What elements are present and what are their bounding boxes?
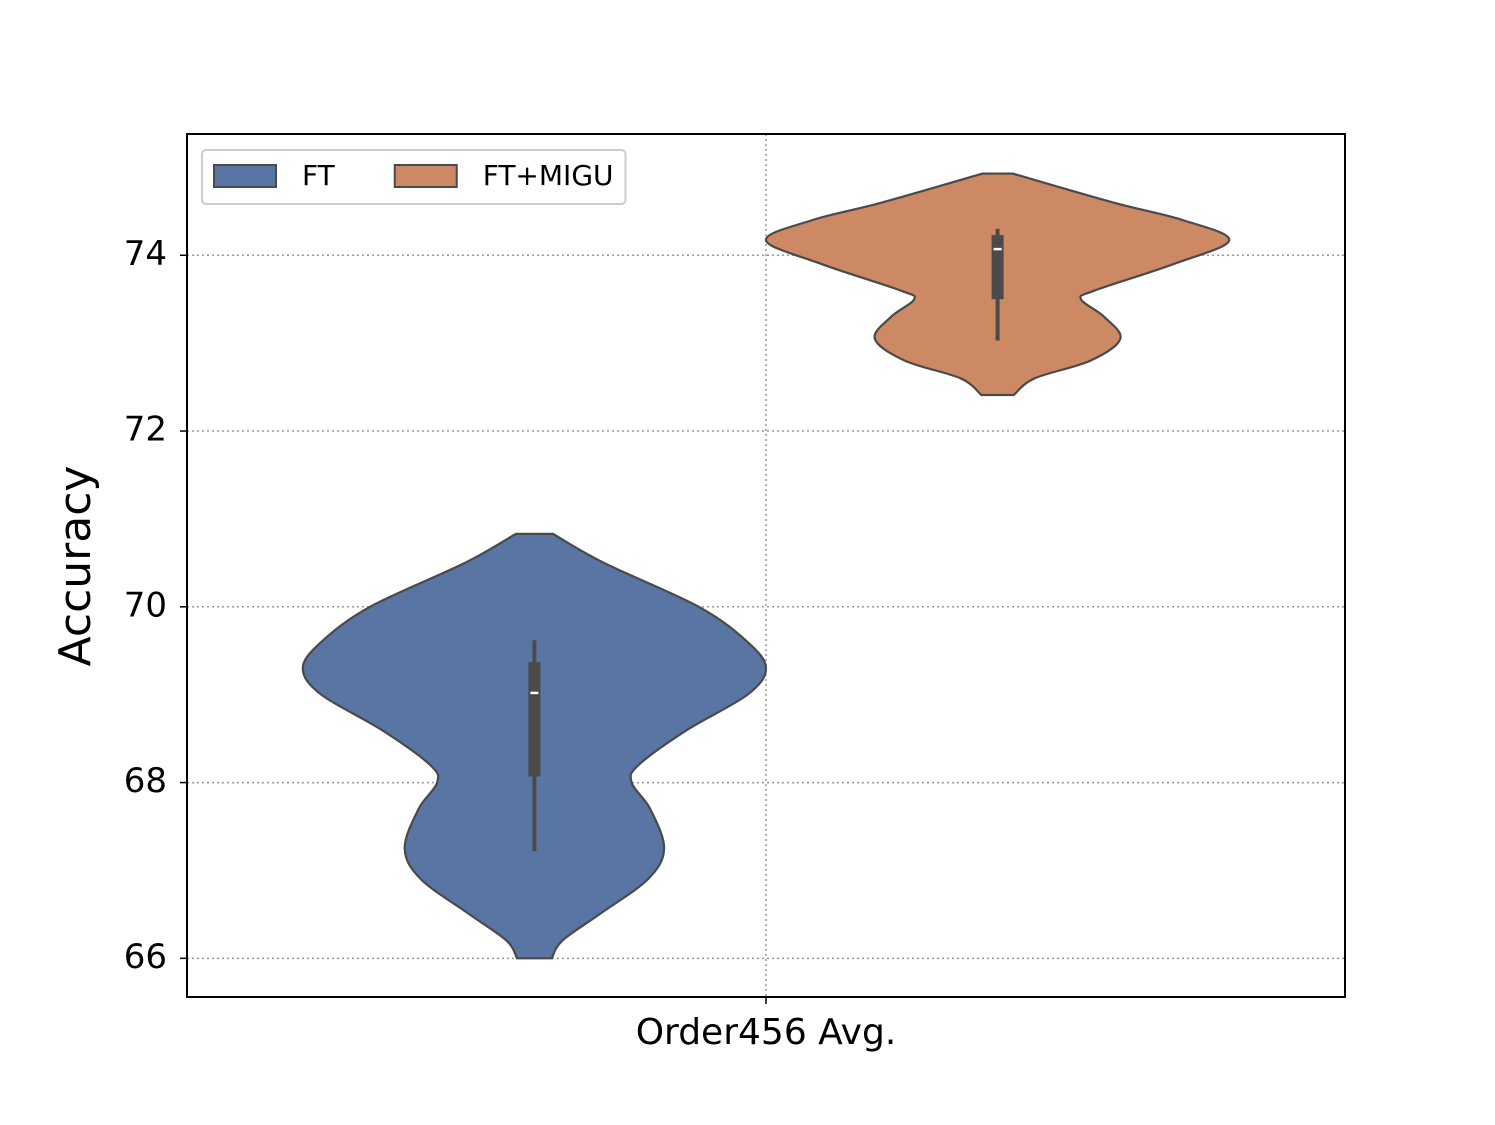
y-tick-label: 74	[124, 234, 167, 274]
y-tick-label: 66	[124, 937, 167, 977]
box	[991, 235, 1004, 300]
legend-swatch	[393, 164, 458, 188]
box	[528, 662, 541, 777]
y-tick-label: 70	[124, 585, 167, 625]
legend-label: FT+MIGU	[483, 159, 614, 192]
legend-label: FT	[302, 159, 336, 192]
y-tick-label: 68	[124, 761, 167, 801]
legend: FT FT+MIGU	[201, 149, 627, 205]
y-axis-label: Accuracy	[50, 466, 101, 667]
legend-swatch	[213, 164, 277, 188]
x-axis-label: Order456 Avg.	[636, 1012, 897, 1053]
y-tick-label: 72	[124, 410, 167, 450]
